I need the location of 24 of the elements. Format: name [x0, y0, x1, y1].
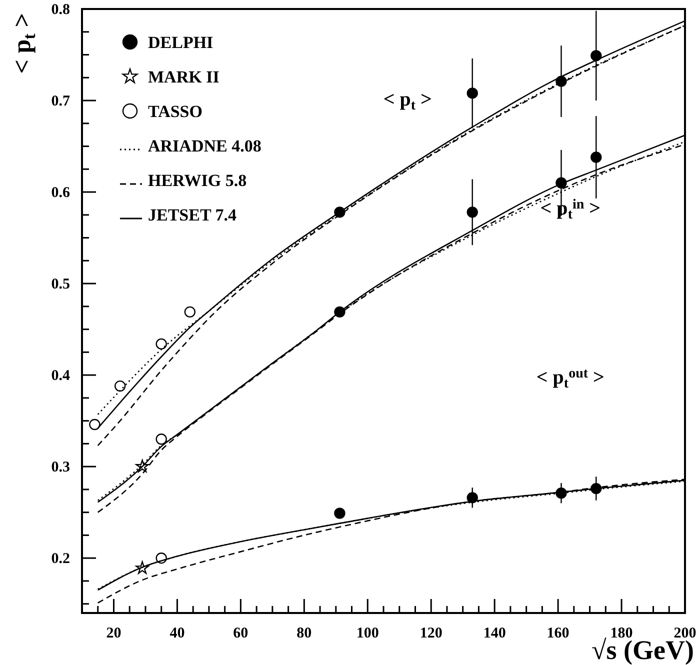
legend-label: MARK II	[148, 68, 220, 86]
x-tick-label: 200	[674, 626, 696, 642]
y-tick-label: 0.4	[51, 368, 70, 384]
y-tick-label: 0.3	[51, 459, 70, 476]
legend-label: ARIADNE 4.08	[148, 136, 262, 156]
x-tick-label: 100	[356, 626, 379, 642]
y-tick-label: 0.7	[51, 93, 70, 110]
legend-label: JETSET 7.4	[148, 206, 238, 224]
x-tick-label: 20	[106, 626, 122, 642]
x-tick-label: 40	[170, 626, 185, 642]
y-tick-label: 0.2	[51, 550, 70, 567]
legend-label: TASSO	[148, 102, 202, 121]
x-tick-label: 60	[233, 626, 248, 642]
annotation: < p$_{t}$$^{out}$ >	[536, 366, 604, 391]
x-tick-label: 140	[483, 626, 506, 642]
y-tick-label: 0.5	[51, 276, 70, 292]
legend-label: HERWIG 5.8	[148, 171, 247, 190]
x-tick-label: 80	[296, 626, 312, 642]
y-tick-label: 0.8	[51, 2, 70, 18]
x-tick-label: 160	[546, 626, 570, 642]
annotation: < p$_{t}$ >	[383, 88, 432, 114]
legend-label: DELPHI	[148, 33, 214, 52]
y-tick-label: 0.6	[51, 184, 70, 201]
x-tick-label: 120	[420, 626, 442, 642]
